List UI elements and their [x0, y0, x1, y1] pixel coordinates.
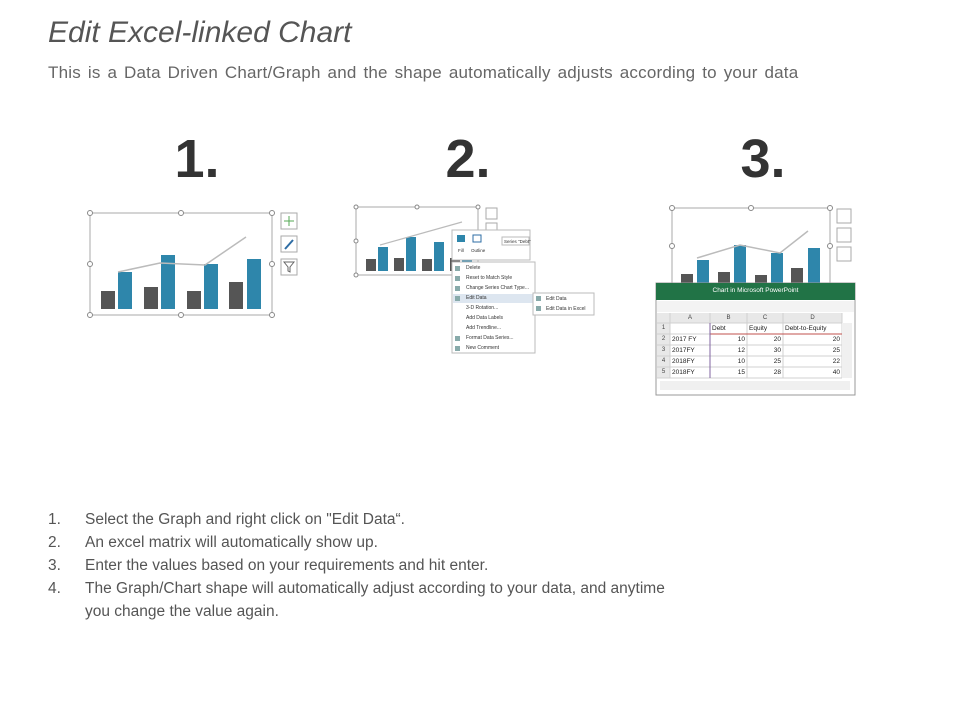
menu-item[interactable]: Change Series Chart Type...	[466, 285, 529, 291]
cell[interactable]: 2017FY	[672, 347, 695, 354]
cell[interactable]: 2017 FY	[672, 336, 697, 343]
menu-item[interactable]: Add Trendline...	[466, 325, 502, 331]
title: Edit Excel-linked Chart	[48, 16, 352, 49]
cell[interactable]: 25	[832, 347, 840, 354]
chart-illustration-3	[655, 205, 856, 396]
cell[interactable]: 10	[737, 358, 745, 365]
menu-item[interactable]: Add Data Labels	[466, 315, 503, 321]
row-header: 5	[661, 369, 666, 375]
instructions: 1. Select the Graph and right click on "E…	[48, 508, 685, 623]
step-number: 3.	[740, 129, 786, 189]
cell[interactable]: 25	[773, 358, 781, 365]
row-header: 2	[661, 336, 666, 342]
cell[interactable]: 10	[737, 336, 745, 343]
list-number: 2.	[48, 534, 61, 551]
row-header: 3	[661, 347, 666, 353]
list-item: 1. Select the Graph and right click on "E…	[48, 508, 685, 531]
cell[interactable]: Debt-to-Equity	[785, 325, 827, 332]
cell[interactable]: 40	[832, 369, 840, 376]
list-number: 1.	[48, 511, 61, 528]
menu-item[interactable]: New Comment	[466, 345, 500, 351]
menu-item[interactable]: Reset to Match Style	[466, 275, 513, 281]
step-number: 2.	[445, 129, 491, 189]
cell[interactable]: 2018FY	[672, 369, 695, 376]
list-text: The Graph/Chart shape will automatically…	[85, 580, 665, 620]
list-item: 3. Enter the values based on your require…	[48, 554, 685, 577]
cell[interactable]: 28	[773, 369, 781, 376]
list-text: An excel matrix will automatically show …	[85, 534, 378, 551]
series-selector[interactable]: Series "Debt"	[504, 239, 531, 244]
submenu-item[interactable]: Edit Data in Excel	[546, 306, 586, 312]
toolbar-button[interactable]: Outline	[471, 248, 486, 253]
cell[interactable]: 20	[832, 336, 840, 343]
menu-item[interactable]: Format Data Series...	[466, 335, 514, 341]
list-item: 2. An excel matrix will automatically sho…	[48, 531, 685, 554]
chart-illustration-2	[353, 204, 595, 354]
column-header: A	[687, 315, 692, 321]
list-number: 4.	[48, 580, 61, 597]
cell[interactable]: 15	[737, 369, 745, 376]
cell[interactable]: Equity	[749, 325, 768, 332]
chart-illustration-1	[87, 210, 298, 318]
cell[interactable]: 30	[773, 347, 781, 354]
column-header: D	[810, 315, 815, 321]
menu-item[interactable]: 3-D Rotation...	[466, 305, 499, 311]
toolbar-button[interactable]: Fill	[458, 248, 464, 253]
list-text: Enter the values based on your requireme…	[85, 557, 489, 574]
cell[interactable]: 20	[773, 336, 781, 343]
list-number: 3.	[48, 557, 61, 574]
menu-item[interactable]: Delete	[466, 265, 481, 271]
cell[interactable]: 12	[737, 347, 745, 354]
cell[interactable]: Debt	[712, 325, 726, 332]
cell[interactable]: 22	[832, 358, 840, 365]
submenu-item[interactable]: Edit Data	[546, 296, 567, 302]
step-number: 1.	[174, 129, 220, 189]
menu-item[interactable]: Edit Data	[466, 295, 487, 301]
subtitle: This is a Data Driven Chart/Graph and th…	[48, 63, 799, 82]
cell[interactable]: 2018FY	[672, 358, 695, 365]
row-header: 1	[661, 325, 666, 331]
column-header: B	[726, 315, 731, 321]
row-header: 4	[661, 358, 666, 364]
window-title: Chart in Microsoft PowerPoint	[712, 287, 799, 294]
list-item: 4. The Graph/Chart shape will automatical…	[48, 577, 685, 623]
column-header: C	[762, 315, 768, 321]
list-text: Select the Graph and right click on "Edi…	[85, 511, 405, 528]
